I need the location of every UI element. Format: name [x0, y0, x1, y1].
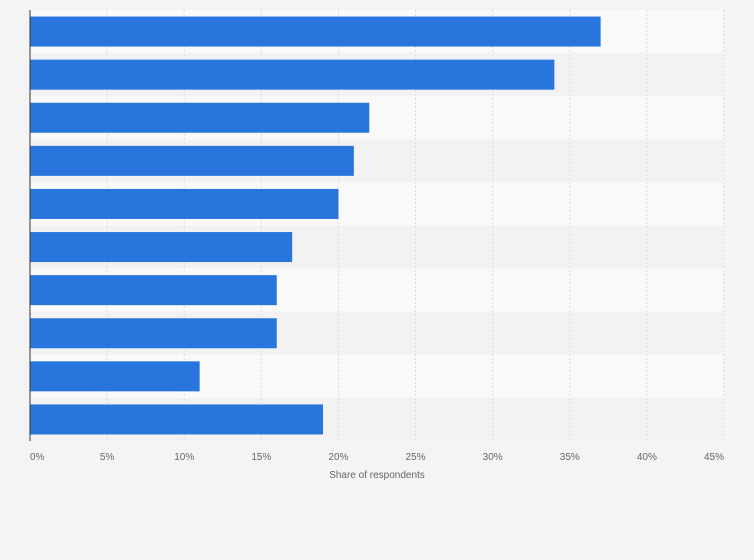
bar: [30, 404, 324, 435]
bar: [30, 318, 277, 349]
x-tick-label: 30%: [483, 452, 503, 463]
bar: [30, 145, 354, 176]
x-tick-label: 45%: [704, 452, 724, 463]
x-tick-label: 5%: [100, 452, 115, 463]
x-tick-label: 35%: [560, 452, 580, 463]
x-tick-label: 20%: [328, 452, 348, 463]
x-tick-label: 0%: [30, 452, 45, 463]
bar: [30, 232, 293, 263]
x-tick-label: 10%: [174, 452, 194, 463]
x-tick-label: 40%: [637, 452, 657, 463]
bars: [30, 16, 601, 435]
x-axis-ticks: 0% 5% 10% 15% 20% 25% 30% 35% 40% 45%: [30, 452, 724, 463]
x-tick-label: 25%: [406, 452, 426, 463]
bar: [30, 361, 200, 392]
bar: [30, 16, 601, 47]
x-tick-label: 15%: [251, 452, 271, 463]
bar: [30, 275, 277, 306]
bar: [30, 59, 555, 90]
x-axis-title: Share of respondents: [329, 470, 425, 481]
bar: [30, 102, 370, 133]
bar: [30, 188, 339, 219]
